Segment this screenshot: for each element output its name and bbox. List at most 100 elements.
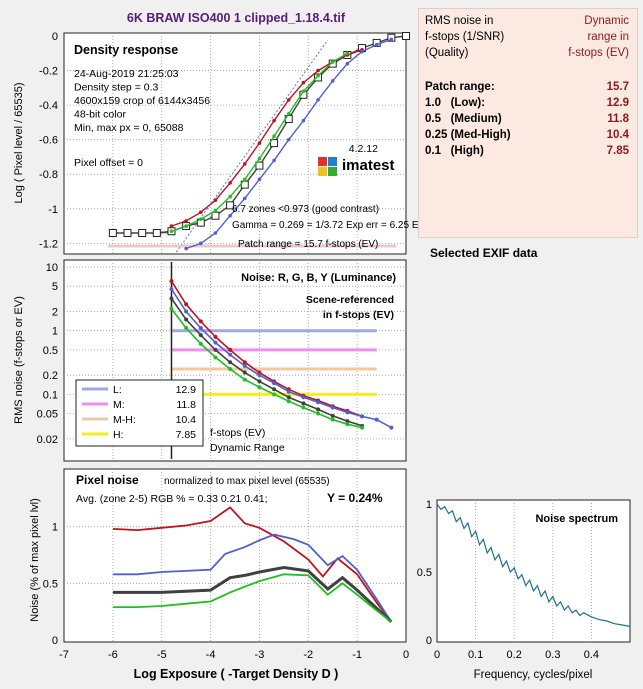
noise-fstop-series-blue <box>170 288 392 429</box>
pixel-noise-series-red <box>112 506 393 623</box>
density-point-gray <box>255 161 264 170</box>
noise-fstop-point-green <box>345 422 350 427</box>
density-point-blue <box>316 98 320 102</box>
x-tick-label: -5 <box>157 649 167 661</box>
density-point-green <box>228 194 232 199</box>
x-tick-label: -3 <box>255 649 265 661</box>
noise-fstop-point-gray <box>228 360 233 365</box>
y-tick-label: 1 <box>52 522 58 534</box>
ideal-gamma-guide <box>175 39 329 253</box>
noise-fstop-point-blue <box>213 340 218 345</box>
summary-row-label: 1.0 (Low): <box>425 97 486 109</box>
noise-fstop-point-blue <box>169 287 174 292</box>
x-tick-label: 0.1 <box>468 649 483 661</box>
noise-fstop-point-green <box>169 306 174 311</box>
summary-row-label: 0.25 (Med-High) <box>425 129 511 141</box>
pixel-noise-title: Pixel noise <box>76 473 139 487</box>
summary-row-label: 0.1 (High) <box>425 145 484 157</box>
spectrum-plot-frame <box>436 499 631 643</box>
density-point-gray <box>138 228 147 237</box>
imatest-logo-square <box>318 167 327 176</box>
y-tick-label: -1 <box>48 204 58 216</box>
noise-fstop-point-blue <box>228 352 233 357</box>
density-point-red <box>228 181 232 185</box>
patch-range-note: Patch range = 15.7 f-stops (EV) <box>238 239 378 250</box>
y-tick-label: 0.1 <box>43 389 58 401</box>
noise-fstop-point-blue <box>301 395 306 400</box>
density-point-green <box>169 229 174 234</box>
density-info-line: 24-Aug-2019 21:25:03 <box>74 68 179 80</box>
x-axis-label: Log Exposure ( -Target Density D ) <box>134 667 339 681</box>
summary-heading-right-2: range in <box>587 31 629 43</box>
density-point-red <box>169 224 174 228</box>
density-point-green <box>345 51 350 56</box>
y-tick-label: -0.6 <box>39 135 58 147</box>
y-tick-label: 0.02 <box>37 434 58 446</box>
summary-heading-right-3: f-stops (EV) <box>568 47 629 59</box>
density-point-red <box>199 210 203 215</box>
density-point-blue <box>389 37 394 42</box>
legend-label: L: <box>113 384 122 396</box>
pixel-noise-y-note: Y = 0.24% <box>327 491 383 505</box>
noise-fstop-point-green <box>286 399 291 404</box>
noise-fstop-point-green <box>301 405 306 410</box>
density-point-red <box>316 68 320 73</box>
spectrum-x-axis-label: Frequency, cycles/pixel <box>474 669 593 681</box>
y-tick-label: -0.2 <box>39 66 58 78</box>
noise-fstop-point-green <box>316 411 321 416</box>
y-tick-label: 0.5 <box>417 567 432 579</box>
density-point-gray <box>108 228 117 237</box>
y-tick-label: 0.5 <box>43 578 58 590</box>
x-tick-label: 0 <box>434 649 440 661</box>
summary-panel: RMS noise in f-stops (1/SNR) (Quality) D… <box>418 8 638 238</box>
y-tick-label: -0.4 <box>39 100 58 112</box>
density-point-green <box>257 156 262 161</box>
noise-fstop-series-gray <box>170 298 363 427</box>
noise-fstop-point-gray <box>169 296 174 301</box>
noise-fstop-point-gray <box>330 413 335 418</box>
summary-row-value: 15.7 <box>606 81 629 93</box>
legend-label: M-H: <box>113 414 136 426</box>
density-point-gray <box>211 211 220 220</box>
pixel-noise-series-green <box>112 573 392 623</box>
x-tick-label: -1 <box>352 649 362 661</box>
summary-row-value: 11.8 <box>607 113 629 125</box>
y-tick-label: -1.2 <box>39 238 58 250</box>
noise-fstop-point-blue <box>184 309 189 314</box>
density-point-blue <box>301 118 306 123</box>
density-point-blue <box>199 241 203 246</box>
density-point-red <box>286 98 291 102</box>
x-tick-label: 0.2 <box>507 649 522 661</box>
y-tick-label: 0.2 <box>43 370 58 382</box>
noise-fstop-point-blue <box>286 389 291 394</box>
noise-fstop-point-red <box>198 319 203 324</box>
noise-fstop-point-gray <box>316 407 321 412</box>
gamma-note: Gamma = 0.269 = 1/3.72 Exp err = 6.25 EV <box>232 220 425 231</box>
spectrum-series <box>436 503 631 627</box>
legend-label: H: <box>113 429 124 441</box>
density-point-red <box>272 118 276 123</box>
density-point-red <box>301 80 306 85</box>
imatest-version: 4.2.12 <box>349 143 378 155</box>
noise-fstop-point-blue <box>374 417 379 422</box>
pixel-noise-plot-frame <box>63 468 407 643</box>
noise-fstop-point-green <box>184 326 189 331</box>
summary-row-value: 12.9 <box>606 97 629 109</box>
summary-row-value: 7.85 <box>606 145 629 157</box>
summary-heading-left-2: f-stops (1/SNR) <box>425 31 505 43</box>
spectrum-title: Noise spectrum <box>535 513 618 525</box>
noise-fstop-point-blue <box>257 373 262 378</box>
noise-fstop-point-blue <box>198 326 203 331</box>
density-point-blue <box>345 61 350 66</box>
legend-value: 12.9 <box>176 384 197 396</box>
x-tick-label: -2 <box>303 649 313 661</box>
noise-fstop-point-gray <box>184 317 189 322</box>
density-point-blue <box>272 158 276 163</box>
density-point-green <box>184 224 188 228</box>
noise-fstop-point-green <box>257 385 262 390</box>
legend-label: M: <box>113 399 125 411</box>
density-point-blue <box>213 231 218 235</box>
noise-fstop-point-gray <box>198 333 203 338</box>
density-panel-title: Density response <box>74 43 178 57</box>
